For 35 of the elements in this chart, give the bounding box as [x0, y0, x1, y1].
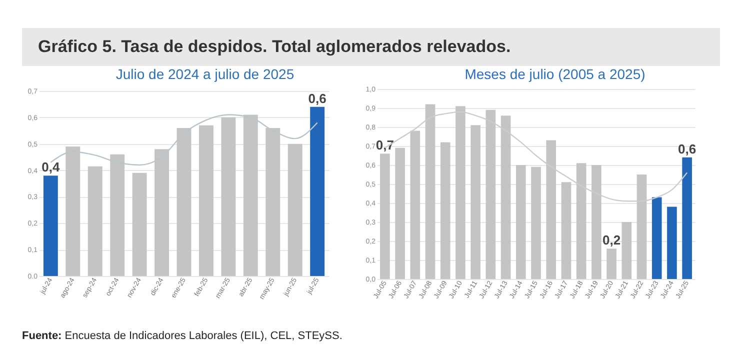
bar — [576, 163, 586, 279]
bar — [88, 166, 102, 276]
bar — [440, 142, 450, 279]
bar — [425, 104, 436, 279]
bar — [456, 106, 466, 279]
chart-title: Meses de julio (2005 a 2025) — [464, 66, 646, 82]
bar — [531, 166, 541, 279]
data-label: 0,4 — [42, 160, 60, 175]
bar — [606, 248, 616, 279]
bar — [516, 165, 526, 279]
bar — [667, 206, 677, 279]
bar — [652, 197, 662, 279]
bar — [561, 182, 572, 279]
bar — [43, 176, 58, 276]
bar — [470, 125, 480, 279]
bar — [288, 144, 302, 276]
bar — [486, 110, 496, 279]
bar — [410, 130, 420, 279]
bar — [592, 165, 602, 279]
bar — [380, 154, 390, 279]
text: Gráfico 5. Tasa de despidos. Total aglomerados relevados. — [22, 28, 720, 66]
chart-title: Julio de 2024 a julio de 2025 — [114, 66, 296, 82]
bar — [132, 172, 147, 276]
bar — [546, 140, 556, 279]
bar — [395, 148, 405, 279]
bar — [500, 116, 511, 279]
bar — [636, 174, 647, 279]
source-note: Fuente: Encuesta de Indicadores Laborales (EIL), CEL, STEySS. — [22, 330, 342, 342]
bar — [310, 106, 325, 276]
bar — [622, 222, 632, 279]
bar — [682, 157, 692, 279]
data-label: 0,6 — [308, 90, 326, 106]
data-label: 0,6 — [678, 141, 696, 156]
data-label: 0,2 — [602, 232, 621, 248]
data-label: 0,7 — [376, 138, 394, 153]
